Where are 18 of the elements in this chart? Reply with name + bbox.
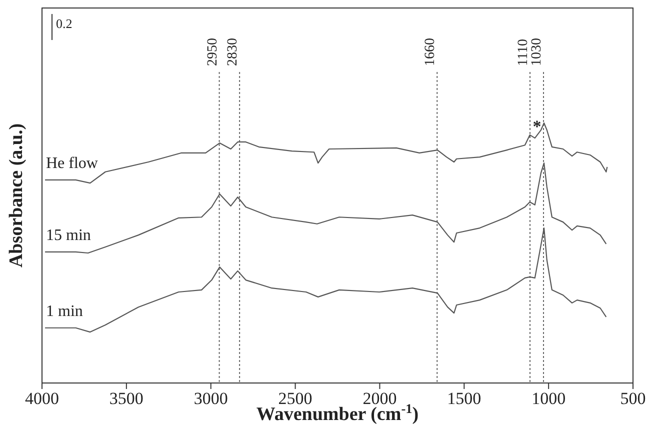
x-tick-label: 1500 [447,389,482,408]
text: 0.2 [56,16,72,31]
x-tick-label: 3500 [109,389,144,408]
ref-line-label: 1660 [423,38,438,66]
series-label: 15 min [46,226,91,244]
x-tick-label: 3000 [194,389,228,408]
y-axis-title: Absorbance (a.u.) [6,123,27,268]
x-tick-label: 1000 [532,389,566,408]
ref-line-label: 2950 [205,38,220,66]
ref-line-label: 2830 [226,38,241,66]
series-label: 1 min [46,302,83,320]
x-tick-label: 2000 [362,389,397,408]
annotation: * [532,117,542,136]
ref-line-label: 1030 [530,38,545,66]
ref-line-label: 1110 [516,39,531,66]
x-tick-label: 500 [620,389,646,408]
series-label: He flow [46,154,98,172]
x-tick-label: 4000 [25,389,59,408]
